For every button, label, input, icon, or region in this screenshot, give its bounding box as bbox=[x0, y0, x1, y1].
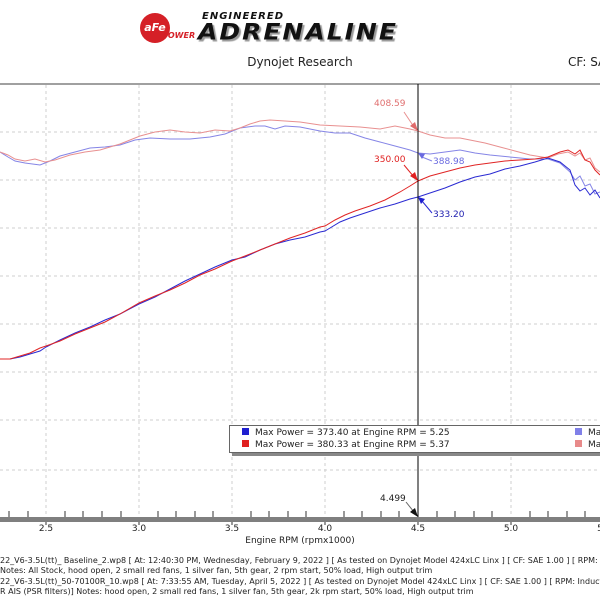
torque-afe-curve bbox=[0, 119, 600, 173]
x-tick-label: 3.5 bbox=[224, 524, 240, 534]
x-axis-title: Engine RPM (rpmx1000) bbox=[245, 536, 355, 546]
arrow-power-afe-icon bbox=[410, 172, 418, 181]
x-axis-minor-ticks bbox=[8, 511, 586, 517]
correction-factor-label: CF: SA bbox=[568, 55, 600, 69]
x-tick-label: 4.5 bbox=[410, 524, 426, 534]
cursor-rpm-label: 4.499 bbox=[380, 494, 406, 504]
logo-adrenaline-text: ADRENALINE bbox=[198, 19, 398, 46]
logo-power-text: POWER bbox=[162, 31, 196, 40]
logo-engineered-text: ENGINEERED bbox=[202, 11, 284, 22]
torque-baseline-value-label: 388.98 bbox=[433, 157, 465, 167]
afe-adrenaline-logo: aFe POWER ENGINEERED ADRENALINE bbox=[140, 5, 470, 47]
annotation-arrows bbox=[403, 111, 433, 517]
x-tick-label: 5.0 bbox=[503, 524, 519, 534]
torque-afe-value-label: 408.59 bbox=[374, 99, 406, 109]
chart-legend: Max Power = 373.40 at Engine RPM = 5.25 … bbox=[229, 425, 600, 453]
arrow-cursor-rpm-icon bbox=[410, 508, 418, 517]
x-axis-bar bbox=[0, 517, 600, 522]
x-tick-label: 2.5 bbox=[38, 524, 54, 534]
power-baseline-curve bbox=[0, 157, 600, 360]
legend-item-afe-torque: Max Torque = 418.04 at Engine RPM = 3.85 bbox=[575, 439, 600, 451]
power-baseline-value-label: 333.20 bbox=[433, 210, 465, 220]
legend-label: Max Torque = 414.59 at Engine RPM = 3.76 bbox=[588, 428, 600, 438]
horizontal-gridlines bbox=[0, 131, 600, 471]
chart-title: Dynojet Research bbox=[247, 55, 353, 69]
legend-label: Max Power = 373.40 at Engine RPM = 5.25 bbox=[255, 428, 450, 438]
power-afe-value-label: 350.00 bbox=[374, 155, 406, 165]
footer-run1-info: 22_V6-3.5L(tt)_ Baseline_2.wp8 [ At: 12:… bbox=[0, 556, 600, 565]
baseline-torque-swatch-icon bbox=[575, 428, 582, 435]
x-tick-label: 4.0 bbox=[317, 524, 333, 534]
legend-item-baseline-torque: Max Torque = 414.59 at Engine RPM = 3.76 bbox=[575, 427, 600, 439]
x-tick-label: 5 bbox=[597, 524, 600, 534]
arrow-torque-baseline-icon bbox=[418, 153, 425, 159]
legend-label: Max Torque = 418.04 at Engine RPM = 3.85 bbox=[588, 440, 600, 450]
arrow-torque-afe-icon bbox=[410, 122, 418, 131]
footer-run2-notes: R AIS (PSR filters)] Notes: hood open, 2… bbox=[0, 587, 474, 596]
afe-power-swatch-icon bbox=[242, 440, 249, 447]
legend-label: Max Power = 380.33 at Engine RPM = 5.37 bbox=[255, 440, 450, 450]
afe-torque-swatch-icon bbox=[575, 440, 582, 447]
afe-badge-icon: aFe bbox=[140, 13, 170, 43]
power-afe-curve bbox=[0, 149, 600, 360]
legend-item-baseline-power: Max Power = 373.40 at Engine RPM = 5.25 bbox=[242, 427, 450, 439]
legend-item-afe-power: Max Power = 380.33 at Engine RPM = 5.37 bbox=[242, 439, 450, 451]
torque-baseline-curve bbox=[0, 125, 600, 195]
x-tick-label: 3.0 bbox=[131, 524, 147, 534]
footer-run1-notes: Notes: All Stock, hood open, 2 small red… bbox=[0, 566, 433, 575]
arrow-power-baseline-icon bbox=[418, 197, 425, 204]
footer-run2-info: 22_V6-3.5L(tt)_50-70100R_10.wp8 [ At: 7:… bbox=[0, 577, 600, 586]
baseline-power-swatch-icon bbox=[242, 428, 249, 435]
